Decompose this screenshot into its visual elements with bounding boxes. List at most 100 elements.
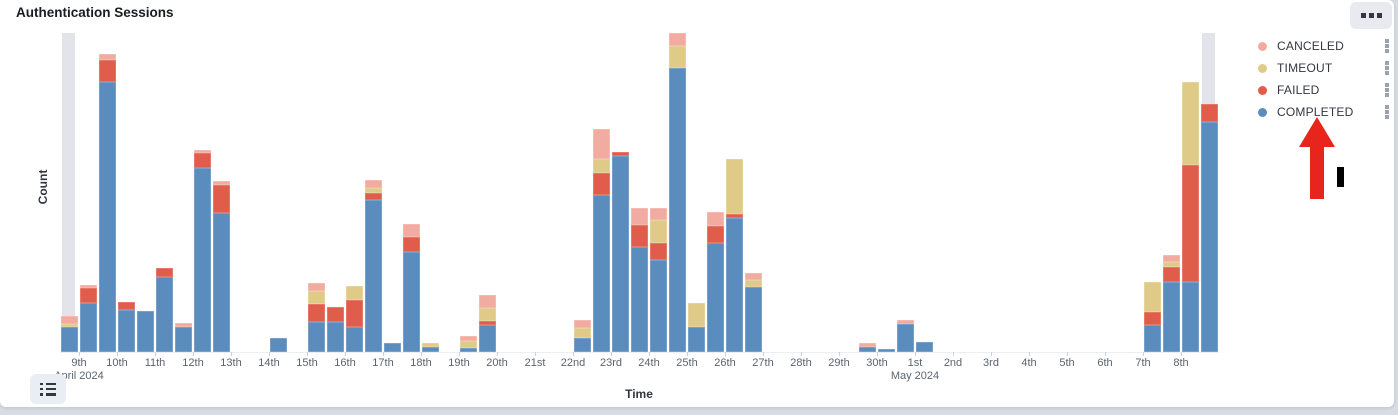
stacked-bar-apr-22-am[interactable] <box>573 320 592 352</box>
stacked-bar-apr-18-am[interactable] <box>421 343 440 352</box>
x-axis-tick-mark <box>953 352 954 356</box>
bar-segment-failed <box>364 193 383 200</box>
x-axis-tick-mark <box>1105 352 1106 356</box>
bar-segment-completed <box>421 347 440 352</box>
stacked-bar-apr-10-am[interactable] <box>117 302 136 352</box>
bar-segment-timeout <box>421 343 440 347</box>
bar-segment-canceled <box>174 323 193 327</box>
stacked-bar-apr-8-pm[interactable] <box>60 316 79 352</box>
legend-dot-icon <box>1258 107 1267 117</box>
legend-label: FAILED <box>1277 83 1320 97</box>
x-axis-tick-label: 20th <box>486 357 508 369</box>
stacked-bar-may-7-pm[interactable] <box>1162 255 1181 352</box>
bar-segment-completed <box>459 348 478 352</box>
plot-area: 9th April 2024 10th 11th 12th 13th 14th 15th 16t… <box>54 33 1219 382</box>
legend-label: CANCELED <box>1277 39 1344 53</box>
bar-segment-completed <box>1181 282 1200 352</box>
bar-segment-completed <box>725 218 744 352</box>
stacked-bar-apr-19-am[interactable] <box>459 336 478 352</box>
bar-segment-timeout <box>725 159 744 214</box>
stacked-bar-apr-16-pm[interactable] <box>364 180 383 352</box>
bar-segment-timeout <box>1143 282 1162 312</box>
stacked-bar-apr-10-pm[interactable] <box>136 311 155 352</box>
stacked-bar-apr-15-pm[interactable] <box>326 307 345 352</box>
stacked-bar-may-7-am[interactable] <box>1143 282 1162 352</box>
stacked-bar-apr-24-pm[interactable] <box>668 33 687 352</box>
bar-segment-completed <box>98 82 117 352</box>
bar-segment-timeout <box>649 220 668 243</box>
bar-segment-canceled <box>364 180 383 188</box>
panel-options-button[interactable] <box>1350 2 1392 29</box>
bar-segment-failed <box>1143 312 1162 325</box>
x-axis-tick-mark <box>269 352 270 356</box>
bar-segment-failed <box>1162 267 1181 282</box>
x-axis-tick-label: 26th <box>714 357 736 369</box>
bar-segment-timeout <box>573 328 592 338</box>
x-axis-month-label: April 2024 <box>54 370 104 382</box>
bar-segment-canceled <box>668 33 687 46</box>
legend-toggle-button[interactable] <box>30 374 66 404</box>
stacked-bar-apr-25-am[interactable] <box>687 303 706 352</box>
stacked-bar-apr-24-am[interactable] <box>649 208 668 352</box>
x-axis-tick-label: 15th <box>296 357 318 369</box>
stacked-bar-apr-17-pm[interactable] <box>402 224 421 352</box>
stacked-bar-apr-22-pm[interactable] <box>592 129 611 352</box>
stacked-bar-apr-14-am[interactable] <box>269 338 288 352</box>
bar-segment-completed <box>744 287 763 352</box>
bar-segment-completed <box>383 343 402 352</box>
stacked-bar-apr-12-am[interactable] <box>193 150 212 352</box>
boxes-vertical-icon[interactable] <box>1382 36 1392 56</box>
stacked-bar-apr-26-am[interactable] <box>725 159 744 352</box>
legend-label: TIMEOUT <box>1277 61 1333 75</box>
bar-segment-failed <box>345 300 364 327</box>
bar-segment-canceled <box>193 150 212 153</box>
boxes-vertical-icon[interactable] <box>1382 102 1392 122</box>
stacked-bar-apr-12-pm[interactable] <box>212 181 231 352</box>
stacked-bar-apr-15-am[interactable] <box>307 283 326 352</box>
x-axis-tick-mark <box>763 352 764 356</box>
bar-segment-failed <box>706 226 725 243</box>
stacked-bar-apr-11-pm[interactable] <box>174 323 193 352</box>
bar-segment-completed <box>364 200 383 352</box>
stacked-bar-apr-9-am[interactable] <box>79 285 98 352</box>
legend-item-failed[interactable]: FAILED <box>1258 79 1392 101</box>
bar-segment-completed <box>858 347 877 352</box>
legend-item-completed[interactable]: COMPLETED <box>1258 101 1392 123</box>
stacked-bar-apr-23-pm[interactable] <box>630 208 649 352</box>
x-axis-tick-label: 11th <box>144 357 166 369</box>
boxes-vertical-icon[interactable] <box>1382 58 1392 78</box>
stacked-bar-apr-30-am[interactable] <box>877 349 896 352</box>
stacked-bar-apr-11-am[interactable] <box>155 268 174 352</box>
x-axis-tick-label: 30th <box>866 357 888 369</box>
x-axis-tick-label: 17th <box>372 357 394 369</box>
stacked-bar-apr-16-am[interactable] <box>345 286 364 352</box>
bar-segment-timeout <box>459 341 478 348</box>
stacked-bar-apr-9-pm[interactable] <box>98 54 117 352</box>
x-axis-tick-mark <box>611 352 612 356</box>
boxes-vertical-icon[interactable] <box>1382 80 1392 100</box>
bar-segment-canceled <box>706 212 725 226</box>
legend-item-timeout[interactable]: TIMEOUT <box>1258 57 1392 79</box>
stacked-bar-apr-23-am[interactable] <box>611 152 630 352</box>
x-axis-tick-label: 13th <box>220 357 242 369</box>
stacked-bar-may-8-am[interactable] <box>1181 82 1200 352</box>
bar-segment-completed <box>573 338 592 352</box>
stacked-bar-apr-26-pm[interactable] <box>744 273 763 352</box>
stacked-bar-apr-19-pm[interactable] <box>478 295 497 352</box>
stacked-bar-may-1-am[interactable] <box>915 342 934 352</box>
bar-segment-failed <box>649 243 668 260</box>
x-axis-tick-mark <box>573 352 574 356</box>
stacked-bar-apr-29-pm[interactable] <box>858 343 877 352</box>
legend-item-canceled[interactable]: CANCELED <box>1258 35 1392 57</box>
x-axis-tick-mark <box>649 352 650 356</box>
bar-segment-canceled <box>402 224 421 237</box>
stacked-bar-apr-30-pm[interactable] <box>896 320 915 352</box>
x-axis-tick-mark <box>383 352 384 356</box>
stacked-bar-may-8-pm[interactable] <box>1200 104 1219 352</box>
x-axis-tick-label: 9th <box>71 357 87 369</box>
stacked-bar-apr-17-am[interactable] <box>383 343 402 352</box>
list-icon <box>40 382 56 396</box>
bar-segment-completed <box>212 213 231 352</box>
stacked-bar-apr-25-pm[interactable] <box>706 212 725 352</box>
x-axis-tick-mark <box>117 352 118 356</box>
